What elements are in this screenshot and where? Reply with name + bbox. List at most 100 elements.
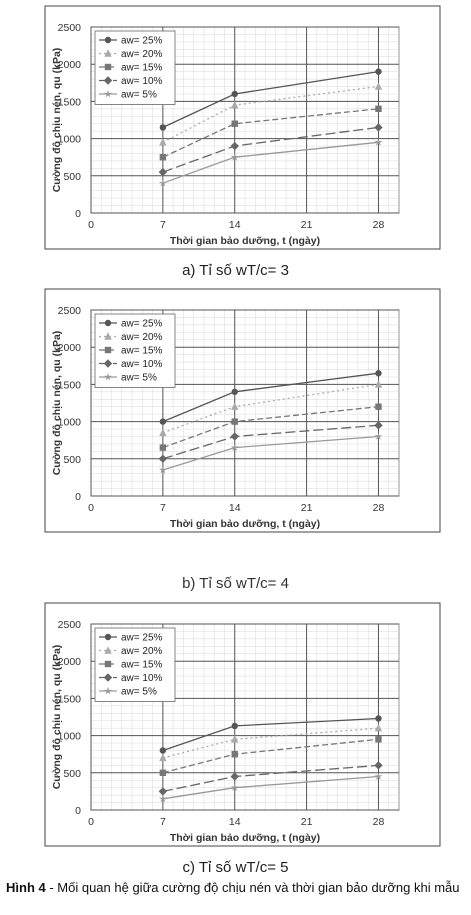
- chart-a-legend-marker-3: [104, 63, 112, 71]
- chart-b-series-2-point: [159, 428, 167, 436]
- chart-a-series-3-line: [162, 108, 379, 158]
- chart-a-legend-marker-4: [103, 76, 113, 85]
- chart-b-series-5-point: [374, 432, 383, 440]
- chart-a-legend-marker-5: [104, 89, 112, 98]
- chart-a-series-2: [159, 82, 383, 146]
- chart-b-legend-marker-1: [104, 319, 112, 327]
- chart-a-legend-label-5: aw= 5%: [121, 90, 157, 101]
- chart-c-ytick-label: 0: [75, 805, 81, 817]
- chart-c-xlabel: Thời gian bảo dưỡng, t (ngày): [170, 832, 320, 844]
- chart-b-legend-label-3: aw= 15%: [121, 346, 163, 357]
- chart-a-series-2-point: [231, 100, 239, 109]
- chart-b-ytick-label: 1500: [58, 379, 82, 391]
- chart-a-series-1-point: [375, 68, 382, 75]
- chart-b-series-2-point: [231, 402, 239, 410]
- chart-c-series-2-point: [374, 723, 383, 732]
- chart-c-xtick-label: 0: [88, 816, 94, 828]
- chart-b-series-2: [159, 380, 383, 436]
- figure-caption-text: - Mối quan hệ giữa cường độ chịu nén và …: [45, 880, 460, 895]
- chart-b-xlabel: Thời gian bảo dưỡng, t (ngày): [170, 518, 320, 530]
- chart-c-legend-marker-1: [104, 633, 112, 641]
- chart-b-legend-marker-5: [104, 372, 112, 381]
- chart-b-xtick-label: 7: [160, 502, 166, 514]
- chart-a-legend-marker-2: [104, 49, 112, 57]
- chart-c-series-5-point: [374, 772, 383, 780]
- chart-c-series-5-point: [158, 794, 167, 803]
- chart-panel-a: 0 500 1000 1500 2000 2500 0 7 14 21 28 Thời gian bả…: [0, 0, 471, 283]
- chart-b-caption: b) Tỉ số wT/c= 4: [182, 575, 289, 591]
- chart-a-legend-marker-1: [104, 36, 112, 44]
- chart-b-series-3: [159, 403, 382, 451]
- chart-b-series-4-point: [230, 432, 239, 441]
- chart-b-ytick-label: 1000: [58, 417, 82, 429]
- chart-a-xtick-label: 0: [88, 219, 94, 231]
- chart-a-series-3-point: [375, 105, 382, 113]
- chart-c-legend-marker-3: [104, 660, 112, 668]
- chart-b-series-5-point: [158, 465, 167, 474]
- chart-a: 0 500 1000 1500 2000 2500 0 7 14 21 28 Thời gian bả…: [44, 5, 441, 250]
- chart-b-series-3-point: [159, 444, 167, 451]
- chart-a-xtick-label: 21: [301, 219, 313, 231]
- chart-b-series-5-point: [230, 443, 239, 452]
- chart-c-ytick-label: 1000: [58, 731, 82, 743]
- chart-c-legend-label-3: aw= 15%: [121, 660, 163, 671]
- chart-c-legend-marker-4: [103, 673, 113, 682]
- chart-b-ylabel: Cường độ chịu nén, qu (kPa): [51, 331, 63, 476]
- chart-c-series-2-point: [159, 753, 167, 762]
- chart-b-xtick-label: 21: [301, 502, 313, 514]
- chart-a-series-5-point: [374, 138, 383, 146]
- chart-a-series-1: [159, 68, 382, 131]
- chart-c-series-1-point: [375, 715, 382, 722]
- chart-a-series-1-point: [231, 90, 238, 98]
- chart-b-series-4-point: [158, 454, 168, 463]
- chart-c-series-1: [159, 715, 382, 754]
- chart-b-series-4: [158, 421, 383, 463]
- chart-panel-c: 0 500 1000 1500 2000 2500 0 7 14 21 28 Thời gian bả…: [0, 597, 471, 880]
- chart-b-legend-label-1: aw= 25%: [121, 319, 163, 330]
- chart-c-legend-label-1: aw= 25%: [121, 633, 163, 644]
- chart-c-ytick-label: 2500: [58, 619, 82, 631]
- chart-a-series-5: [158, 138, 383, 187]
- chart-a-caption: a) Tỉ số wT/c= 3: [182, 262, 289, 279]
- chart-a-legend: aw= 25% aw= 20% aw= 15% aw= 10% aw= 5%: [94, 30, 176, 105]
- chart-b-series-1-point: [159, 418, 167, 425]
- chart-a-ytick-label: 2000: [58, 59, 82, 71]
- chart-b-xtick-label: 14: [229, 502, 241, 514]
- chart-c-series-2-point: [231, 735, 239, 743]
- chart-a-xtick-label: 28: [373, 219, 385, 231]
- chart-b-ytick-label: 2000: [58, 342, 82, 354]
- chart-c-series-3-point: [159, 769, 167, 776]
- chart-b-major-grid: [90, 309, 399, 497]
- chart-c-xtick-label: 28: [373, 816, 385, 828]
- chart-c-xtick-label: 14: [229, 816, 241, 828]
- chart-c-series-5-point: [230, 783, 239, 792]
- chart-b-xtick-label: 0: [88, 502, 94, 514]
- chart-b-legend-label-4: aw= 10%: [121, 359, 163, 370]
- chart-b-series-5: [158, 432, 383, 474]
- chart-c-series-4-point: [230, 772, 239, 781]
- chart-c-legend-label-4: aw= 10%: [121, 673, 163, 684]
- chart-a-series-3-point: [231, 120, 238, 127]
- chart-c-series-1-point: [231, 722, 238, 730]
- chart-c-xtick-label: 7: [160, 816, 166, 828]
- chart-c-series-1-point: [159, 747, 167, 754]
- chart-a-xtick-label: 14: [229, 219, 241, 231]
- chart-b: 0 500 1000 1500 2000 2500 0 7 14 21 28 Thời gian bả…: [44, 288, 441, 533]
- chart-a-series-4: [158, 123, 383, 177]
- chart-c-xtick-label: 21: [301, 816, 313, 828]
- chart-c-series-5: [158, 772, 383, 803]
- chart-a-ytick-label: 500: [63, 171, 81, 183]
- chart-c-ylabel: Cường độ chịu nén, qu (kPa): [51, 645, 63, 790]
- chart-c-ytick-label: 2000: [58, 656, 82, 668]
- chart-c-series-3-point: [231, 751, 238, 758]
- chart-c-legend-label-2: aw= 20%: [121, 646, 163, 657]
- chart-c-caption: c) Tỉ số wT/c= 5: [182, 859, 289, 876]
- chart-c-series-2: [159, 723, 383, 762]
- chart-a-series-3-point: [159, 154, 167, 161]
- chart-c-legend: aw= 25% aw= 20% aw= 15% aw= 10% aw= 5%: [94, 627, 176, 702]
- chart-b-series-1: [159, 370, 382, 425]
- chart-b-series-2-point: [374, 380, 383, 388]
- chart-a-ytick-label: 2500: [58, 22, 82, 34]
- chart-a-series-3: [159, 105, 382, 161]
- chart-b-legend-label-2: aw= 20%: [121, 332, 163, 343]
